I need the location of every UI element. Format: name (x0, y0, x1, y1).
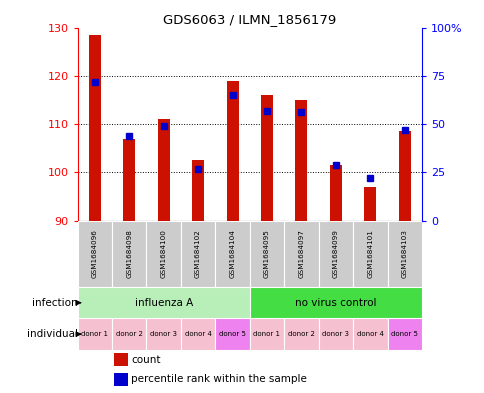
Bar (215, 220, 249, 287)
Bar (284, 318, 318, 350)
Bar (123, 139, 135, 220)
Bar (181, 318, 215, 350)
Text: individual: individual (27, 329, 77, 339)
Bar (352, 220, 387, 287)
Bar (112, 220, 146, 287)
Text: donor 5: donor 5 (391, 331, 417, 337)
Bar (387, 318, 421, 350)
Text: infection: infection (32, 298, 77, 308)
Bar (157, 119, 169, 220)
Bar (295, 100, 307, 220)
Text: GSM1684100: GSM1684100 (160, 230, 166, 278)
Bar (249, 318, 284, 350)
Text: GSM1684095: GSM1684095 (263, 230, 270, 278)
Text: influenza A: influenza A (134, 298, 193, 308)
Text: GSM1684096: GSM1684096 (91, 230, 98, 278)
Bar (226, 81, 238, 220)
Bar (112, 318, 146, 350)
Title: GDS6063 / ILMN_1856179: GDS6063 / ILMN_1856179 (163, 13, 336, 26)
Bar (260, 95, 272, 220)
Bar (77, 220, 112, 287)
Text: no virus control: no virus control (294, 298, 376, 308)
Bar (146, 318, 181, 350)
Bar (192, 160, 204, 220)
Text: donor 2: donor 2 (116, 331, 142, 337)
Bar (284, 220, 318, 287)
Text: GSM1684099: GSM1684099 (332, 230, 338, 278)
Bar (77, 318, 112, 350)
Text: GSM1684104: GSM1684104 (229, 230, 235, 278)
Bar (398, 131, 410, 220)
Bar (318, 220, 352, 287)
Bar (77, 287, 249, 318)
Bar (89, 35, 101, 220)
Bar (318, 318, 352, 350)
Bar (249, 220, 284, 287)
Bar (114, 353, 127, 366)
Bar (114, 373, 127, 386)
Text: donor 1: donor 1 (81, 331, 108, 337)
Text: percentile rank within the sample: percentile rank within the sample (131, 374, 306, 384)
Bar (249, 287, 421, 318)
Text: GSM1684101: GSM1684101 (366, 230, 373, 278)
Text: donor 3: donor 3 (322, 331, 348, 337)
Bar (146, 220, 181, 287)
Text: GSM1684102: GSM1684102 (195, 230, 201, 278)
Bar (363, 187, 376, 220)
Bar (181, 220, 215, 287)
Bar (329, 165, 341, 220)
Text: GSM1684097: GSM1684097 (298, 230, 304, 278)
Bar (352, 318, 387, 350)
Text: donor 2: donor 2 (287, 331, 314, 337)
Text: GSM1684098: GSM1684098 (126, 230, 132, 278)
Text: donor 5: donor 5 (219, 331, 245, 337)
Text: count: count (131, 354, 160, 365)
Bar (387, 220, 421, 287)
Text: donor 3: donor 3 (150, 331, 177, 337)
Text: donor 1: donor 1 (253, 331, 280, 337)
Bar (215, 318, 249, 350)
Text: GSM1684103: GSM1684103 (401, 230, 407, 278)
Text: donor 4: donor 4 (184, 331, 211, 337)
Text: donor 4: donor 4 (356, 331, 383, 337)
